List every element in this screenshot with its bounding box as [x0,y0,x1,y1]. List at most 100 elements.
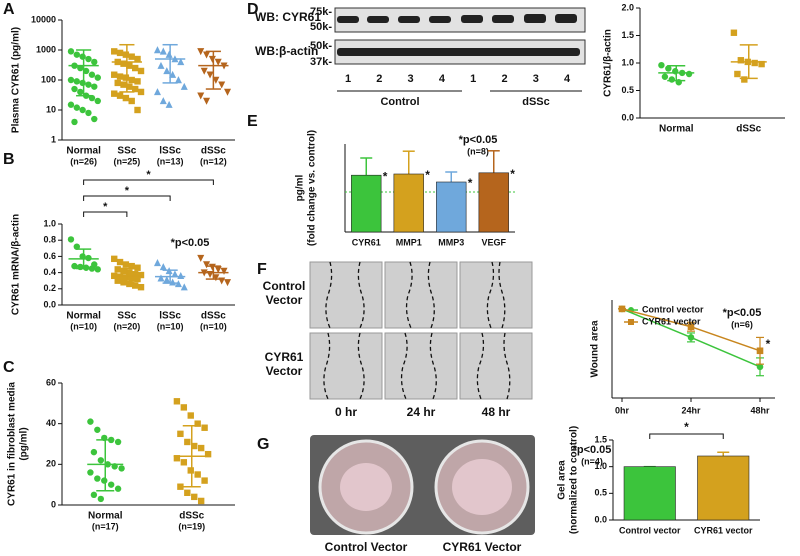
data-point [208,55,216,63]
row-label: Vector [266,293,303,307]
data-point [756,347,764,355]
wound-edge [429,332,437,400]
wound-edge [323,332,331,400]
y-tick-label: 1000 [36,44,56,54]
data-point [85,81,92,88]
data-point [163,276,171,284]
data-point [73,243,81,250]
wound-edges [323,261,511,400]
western-blot [334,7,586,92]
x-tick-label: dSSc [201,311,226,322]
y-axis-label: Plasma CYR61 (pg/ml) [11,27,22,133]
data-point [203,261,211,269]
data-point [687,334,695,341]
x-tick-label: dSSc [201,146,226,157]
data-point [77,88,84,96]
data-point [91,83,98,90]
data-point [101,477,108,484]
data-point [153,259,162,267]
data-point [187,412,194,419]
significance-bracket [83,211,128,217]
x-tick-sublabel: (n=17) [92,521,119,531]
data-point [97,495,105,503]
y-tick-label: 0.6 [43,251,56,261]
y-tick-label: 0.4 [43,267,56,277]
panel-label: G [257,436,269,453]
y-axis-label: CYR61 mRNA/β-actin [11,214,22,315]
data-point [734,70,741,78]
x-tick-label: Normal [659,124,694,135]
wound-images [309,261,533,400]
bar-annotation: * [468,176,473,190]
panel-label: A [3,1,15,18]
data-point [134,78,141,85]
data-point [79,106,86,114]
data-point [94,266,101,273]
data-point [116,273,124,280]
group-label: Control [380,96,419,108]
data-point [88,265,96,272]
y-tick-label: 10 [46,104,56,114]
y-axis-label: (normalized to control) [569,426,580,534]
data-point [137,67,145,75]
y-axis-label: CYR61 in fibroblast media [7,382,18,506]
data-point [122,94,130,102]
annotation: (n=8) [467,146,489,156]
y-tick-label: 2.0 [621,2,634,12]
data-point [191,442,198,450]
data-point [174,280,182,288]
gel-caption: Control Vector [325,540,408,554]
wound-edge [503,332,511,400]
data-point [751,59,758,67]
data-point [67,76,75,84]
data-point [126,83,133,90]
blot-bands [337,14,580,56]
data-point [126,269,133,276]
lane-label: 1 [470,73,476,85]
data-point [180,459,188,466]
legend-marker [628,319,634,325]
data-point [668,76,676,83]
data-point [177,430,184,438]
annotation: *p<0.05 [573,444,612,456]
data-point [122,274,130,281]
x-tick-sublabel: (n=13) [157,156,184,166]
data-point [159,97,167,105]
x-tick-label: SSc [117,146,136,157]
band [398,16,420,23]
y-tick-label: 60 [46,377,56,387]
data-point [88,94,96,102]
wound-edge [405,261,413,329]
data-point [87,418,94,425]
data-point [120,60,127,67]
data-point [73,51,81,58]
x-tick-label: Normal [66,311,101,322]
data-point [90,448,98,456]
data-point [131,271,139,278]
x-tick-sublabel: (n=10) [157,321,184,331]
data-point [214,266,222,274]
band [429,16,451,23]
wound-edge [400,332,408,400]
data-point [88,71,96,78]
gel [340,463,392,511]
data-point [94,475,101,482]
data-point [67,236,75,243]
data-point [153,46,162,54]
data-point [730,29,738,36]
data-point [223,88,232,96]
data-point [114,277,121,284]
panel-label: D [247,1,259,18]
bar [351,174,382,233]
wound-photo [309,261,383,329]
blot-title: WB: CYR61 [255,10,321,24]
data-point [218,81,226,89]
data-point [159,263,167,271]
data-point [120,267,127,275]
wound-edge [357,332,365,400]
data-point [116,73,124,80]
x-tick-label: 24hr [681,405,701,415]
band [337,16,359,23]
